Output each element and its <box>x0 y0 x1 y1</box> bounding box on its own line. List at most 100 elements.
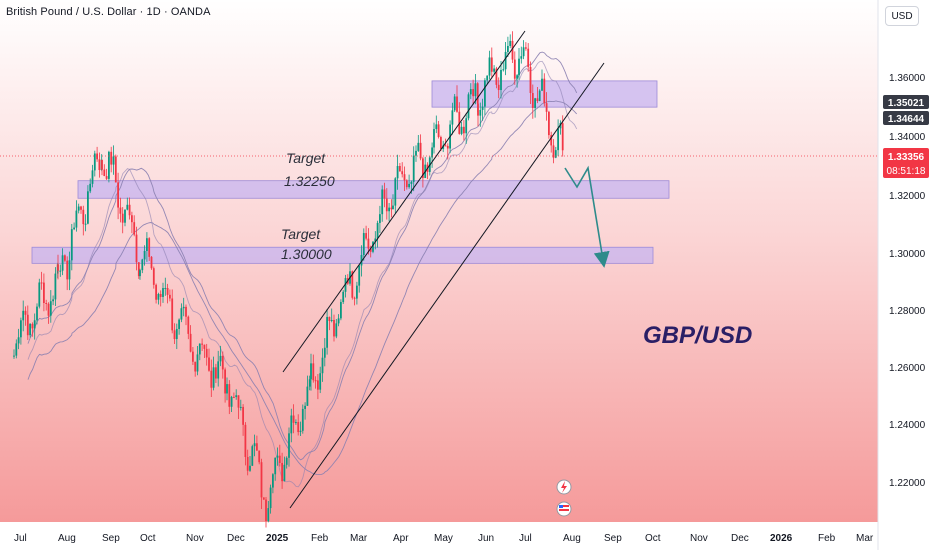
candle-body <box>495 68 498 85</box>
lightning-event-icon[interactable] <box>556 479 572 495</box>
candle-body <box>29 323 31 336</box>
candle-body <box>49 301 52 316</box>
candle-body <box>552 145 555 158</box>
candle-body <box>490 57 493 72</box>
candle-body <box>559 123 562 129</box>
candle-body <box>477 103 479 116</box>
candle-body <box>54 273 57 300</box>
candle-body <box>488 57 491 76</box>
target-lower-value: 1.30000 <box>281 246 332 262</box>
currency-button[interactable]: USD <box>885 6 919 26</box>
candle-body <box>467 94 470 119</box>
candle-body <box>162 288 164 297</box>
candle-body <box>171 298 174 331</box>
candle-body <box>367 238 370 249</box>
ichimoku-cloud-lines <box>27 51 578 488</box>
candle-body <box>253 443 256 447</box>
candle-body <box>226 384 228 394</box>
candle-body <box>474 83 477 97</box>
us-flag-event-icon[interactable] <box>556 501 572 517</box>
price-tag-upper-text: 1.35021 <box>888 98 925 109</box>
candle-body <box>504 51 507 70</box>
candle-body <box>87 191 89 224</box>
candle-body <box>212 367 215 388</box>
candle-body <box>408 183 410 188</box>
candle-body <box>410 181 413 184</box>
candle-body <box>541 78 543 91</box>
candle-body <box>360 255 363 266</box>
candle-body <box>440 137 442 149</box>
candle-body <box>358 265 361 286</box>
candle-body <box>412 155 415 182</box>
candle-body <box>538 90 541 102</box>
projection-arrow[interactable] <box>564 165 610 268</box>
time-label: Oct <box>140 533 156 544</box>
candle-body <box>178 319 180 329</box>
candle-body <box>84 223 87 225</box>
candle-body <box>262 497 265 500</box>
candle-body <box>312 363 315 381</box>
candle-body <box>392 205 394 210</box>
candle-body <box>217 361 220 379</box>
candle-body <box>246 456 249 471</box>
candle-body <box>208 357 210 371</box>
candle-body <box>137 262 140 277</box>
candle-body <box>228 384 231 407</box>
candle-body <box>112 156 115 165</box>
candle-body <box>105 176 108 179</box>
candle-body <box>376 222 379 239</box>
candle-body <box>108 151 110 179</box>
candle-body <box>249 465 251 471</box>
candle-body <box>258 450 261 463</box>
candle-body <box>180 308 183 320</box>
candle-body <box>453 96 456 111</box>
candle-body <box>157 293 160 300</box>
candle-body <box>381 189 384 215</box>
candle-body <box>529 66 532 94</box>
candle-body <box>342 291 345 303</box>
candle-body <box>124 209 126 223</box>
price-zone[interactable] <box>31 246 654 264</box>
candle-body <box>422 158 424 179</box>
candle-body <box>509 40 512 46</box>
channel-upper-line[interactable] <box>282 30 526 373</box>
candle-body <box>40 282 43 284</box>
candle-body <box>362 233 365 256</box>
channel-lower-line[interactable] <box>289 62 605 509</box>
price-tick: 1.22000 <box>889 478 926 489</box>
candle-body <box>561 123 564 151</box>
candle-body <box>242 406 244 425</box>
candle-body <box>139 270 141 277</box>
candle-body <box>297 422 300 433</box>
candle-body <box>299 430 302 433</box>
price-zone[interactable] <box>77 180 670 199</box>
candle-body <box>525 47 527 49</box>
candle-body <box>45 303 48 305</box>
candle-body <box>68 260 71 280</box>
candle-body <box>306 386 309 406</box>
candle-body <box>101 159 103 170</box>
symbol-title[interactable]: British Pound / U.S. Dollar · 1D · OANDA <box>6 6 211 18</box>
candle-body <box>394 178 397 206</box>
time-label: Jul <box>519 533 532 544</box>
candle-body <box>260 462 263 498</box>
time-label: Jun <box>478 533 494 544</box>
time-label: Nov <box>690 533 708 544</box>
candle-body <box>531 93 534 108</box>
candle-body <box>469 89 472 95</box>
candle-body <box>479 109 482 116</box>
candle-body <box>77 206 80 211</box>
candle-body <box>405 180 408 188</box>
candle-body <box>24 310 27 315</box>
candle-body <box>73 227 75 230</box>
candle-body <box>486 75 489 81</box>
ichimoku-mid-line <box>27 60 578 488</box>
candle-body <box>198 343 201 355</box>
candle-body <box>435 124 438 130</box>
candle-body <box>31 323 34 329</box>
candle-body <box>128 204 131 216</box>
candle-body <box>463 126 465 134</box>
time-axis-background <box>0 522 878 550</box>
